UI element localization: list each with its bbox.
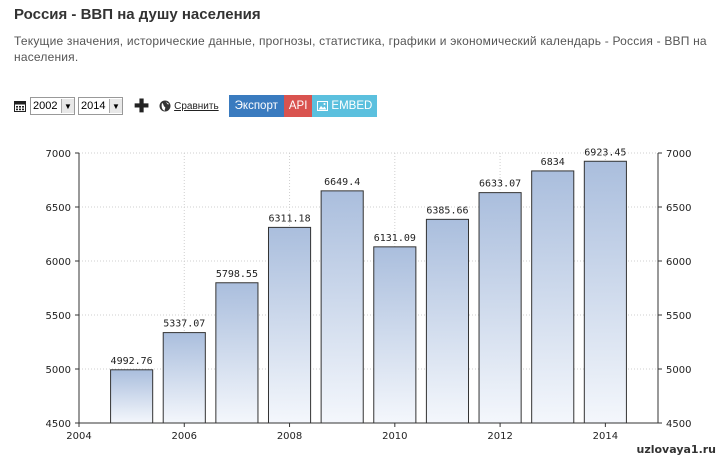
y-tick-label: 6000	[46, 257, 71, 268]
end-year-value: 2014	[81, 100, 106, 112]
data-label-2012: 6633.07	[479, 179, 521, 190]
data-label-2006: 5337.07	[163, 319, 205, 330]
embed-button[interactable]: EMBED	[312, 95, 378, 117]
data-label-2007: 5798.55	[216, 269, 258, 280]
bar-2005	[110, 369, 154, 424]
y-tick-label-right: 7000	[666, 149, 691, 160]
chevron-down-icon: ▼	[61, 99, 74, 113]
description-line-2: населения.	[14, 50, 79, 64]
data-label-2005: 4992.76	[111, 356, 153, 367]
export-label: Экспорт	[234, 100, 278, 112]
data-label-2013: 6834	[541, 157, 565, 168]
watermark-text: uzlovaya1.ru	[637, 443, 717, 456]
x-tick-label: 2004	[66, 431, 91, 442]
bar-2007	[215, 282, 259, 424]
data-label-2009: 6649.4	[324, 177, 360, 188]
data-labels: 4992.76 5337.07 5798.55 6311.18 6649.4 6131.0…	[111, 147, 627, 367]
bar-2013	[531, 170, 575, 424]
y-tick-label: 7000	[46, 149, 71, 160]
start-year-value: 2002	[33, 100, 58, 112]
page-title: Россия - ВВП на душу населения	[14, 6, 261, 23]
page-description: Текущие значения, исторические данные, п…	[14, 33, 724, 65]
bar-2012	[478, 192, 522, 424]
data-label-2008: 6311.18	[268, 213, 310, 224]
y-tick-label: 5500	[46, 311, 71, 322]
chart-toolbar: 2002 ▼ 2014 ▼ ✚ Сравнить Экспорт API EMB…	[14, 95, 378, 117]
bar-2010	[373, 246, 417, 424]
data-label-2011: 6385.66	[426, 205, 468, 216]
chevron-down-icon: ▼	[109, 99, 122, 113]
y-tick-label-right: 6000	[666, 257, 691, 268]
image-icon	[317, 101, 329, 111]
axes: 4500 4500 5000 5000 5500 5500 6000 6000 6500 6500…	[46, 149, 692, 442]
compare-link[interactable]: Сравнить	[174, 100, 219, 112]
gdp-per-capita-chart: 4500 4500 5000 5000 5500 5500 6000 6000 6500 6500…	[46, 147, 717, 456]
bar-2011	[425, 218, 470, 424]
embed-label: EMBED	[331, 100, 373, 112]
x-tick-label: 2006	[172, 431, 197, 442]
bar-2014	[583, 160, 627, 424]
globe-icon	[159, 100, 171, 112]
bar-2009	[320, 190, 364, 424]
description-line-1: Текущие значения, исторические данные, п…	[14, 34, 707, 48]
bar-2006	[162, 332, 206, 424]
data-label-2010: 6131.09	[374, 233, 416, 244]
api-button[interactable]: API	[283, 95, 313, 117]
start-year-select[interactable]: 2002 ▼	[30, 97, 75, 115]
api-label: API	[288, 100, 308, 112]
data-label-2014: 6923.45	[584, 147, 626, 158]
x-tick-label: 2010	[382, 431, 407, 442]
end-year-select[interactable]: 2014 ▼	[78, 97, 123, 115]
bar-2008	[267, 226, 312, 424]
bars	[110, 160, 627, 424]
y-tick-label-right: 5500	[666, 311, 691, 322]
export-button[interactable]: Экспорт	[228, 95, 284, 117]
y-tick-label-right: 6500	[666, 203, 691, 214]
y-tick-label: 4500	[46, 419, 71, 430]
calendar-icon[interactable]	[14, 100, 26, 112]
y-tick-label: 5000	[46, 365, 71, 376]
y-tick-label-right: 5000	[666, 365, 691, 376]
y-tick-label: 6500	[46, 203, 71, 214]
x-tick-label: 2012	[487, 431, 512, 442]
y-tick-label-right: 4500	[666, 419, 691, 430]
x-tick-label: 2008	[277, 431, 302, 442]
x-tick-label: 2014	[593, 431, 618, 442]
plus-icon[interactable]: ✚	[134, 96, 150, 116]
